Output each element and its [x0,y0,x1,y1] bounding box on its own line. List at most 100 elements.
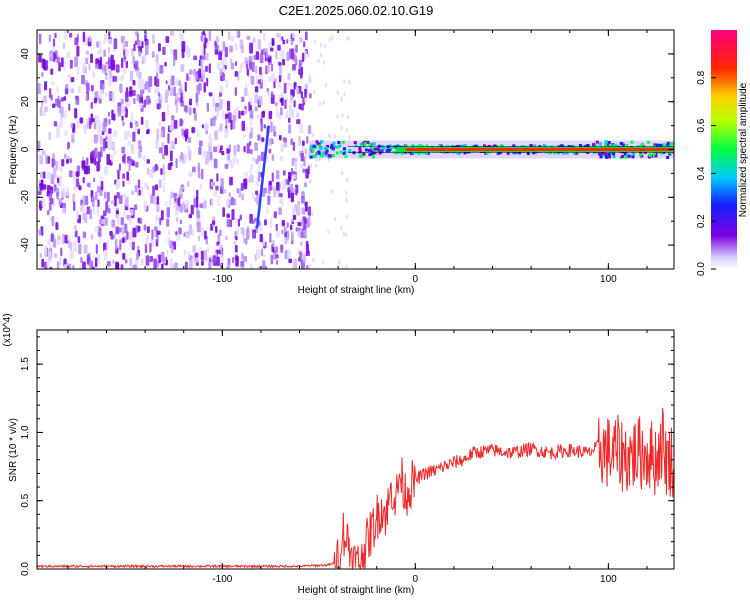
heatmap-noise-cell [101,64,106,74]
heatmap-noise-cell [220,145,223,151]
heatmap-band-cell [665,143,669,147]
heatmap-noise-cell [284,99,287,110]
heatmap-noise-cell [112,75,115,82]
heatmap-noise-cell [162,163,165,175]
heatmap-noise-cell [52,167,57,178]
heatmap-noise-cell [121,237,125,244]
heatmap-noise-cell [148,98,152,104]
heatmap-noise-cell [188,224,193,235]
heatmap-noise-cell [66,51,71,59]
heatmap-noise-cell [243,178,247,187]
heatmap-noise-cell [144,83,147,90]
heatmap-noise-cell [251,266,254,269]
heatmap-noise-cell [146,226,150,233]
heatmap-noise-cell [237,218,240,227]
heatmap-band-cell [463,151,467,155]
heatmap-noise-cell [214,130,219,140]
chart-title: C2E1.2025.060.02.10.G19 [279,3,434,18]
heatmap-noise-cell [43,59,47,71]
heatmap-band-cell [358,150,362,154]
heatmap-band-cell [426,151,430,155]
heatmap-noise-cell [292,63,296,71]
heatmap-noise-cell [149,242,152,253]
heatmap-noise-cell [140,186,144,197]
heatmap-noise-cell [180,268,185,269]
x-tick-label: 0 [413,274,419,285]
heatmap-noise-cell [270,254,274,265]
heatmap-noise-cell [72,265,75,269]
heatmap-band-cell [336,145,340,149]
heatmap-noise-cell [139,145,143,153]
heatmap-noise-cell [236,30,239,37]
heatmap-noise-cell [240,261,245,267]
snr-panel: -100 0 100 0.0 0.5 1.0 1.5 Height of straight… [2,313,675,596]
heatmap-noise-cell [190,205,194,215]
heatmap-noise-cell [124,259,128,264]
heatmap-noise-cell [128,160,131,172]
heatmap-noise-cell [145,235,149,245]
heatmap-noise-cell [61,188,66,199]
heatmap-noise-cell [158,254,161,264]
heatmap-noise-cell [236,187,239,194]
heatmap-band-cell [460,144,464,148]
heatmap-noise-cell [283,82,287,94]
heatmap-noise-cell [346,178,349,183]
heatmap-noise-cell [107,38,112,44]
heatmap-noise-cell [204,38,208,43]
heatmap-noise-cell [343,79,346,84]
heatmap-noise-cell [103,33,108,41]
heatmap-noise-cell [137,79,142,90]
heatmap-noise-cell [50,68,54,75]
heatmap-noise-cell [239,214,242,221]
heatmap-noise-cell [287,73,291,81]
heatmap-noise-cell [134,60,139,71]
heatmap-band-cell [378,151,382,155]
heatmap-band-cell [375,150,379,154]
heatmap-noise-cell [170,77,173,86]
heatmap-noise-cell [204,230,207,240]
heatmap-noise-cell [212,181,215,187]
heatmap-noise-cell [140,89,143,97]
heatmap-noise-cell [301,52,305,62]
heatmap-noise-cell [41,258,45,268]
heatmap-noise-cell [183,249,186,256]
heatmap-noise-cell [215,44,219,50]
heatmap-noise-cell [166,249,169,255]
heatmap-noise-cell [208,30,212,42]
heatmap-band-cell [344,154,348,158]
heatmap-noise-cell [67,238,71,249]
heatmap-noise-cell [129,266,133,269]
heatmap-band-cell [561,145,565,149]
heatmap-noise-cell [290,183,293,195]
heatmap-noise-cell [317,58,320,63]
heatmap-noise-cell [278,33,282,42]
heatmap-noise-cell [235,61,238,66]
heatmap-noise-cell [319,53,322,58]
heatmap-band-cell [317,151,321,155]
heatmap-noise-cell [159,65,164,74]
heatmap-band-cell [529,144,533,148]
heatmap-noise-cell [104,217,108,226]
heatmap-noise-cell [91,266,95,269]
heatmap-noise-cell [145,255,150,266]
heatmap-noise-cell [161,153,165,160]
heatmap-noise-cell [271,185,274,191]
heatmap-noise-cell [154,98,159,104]
heatmap-noise-cell [235,236,238,241]
heatmap-noise-cell [198,83,202,91]
heatmap-noise-cell [63,61,66,71]
heatmap-band-cell [607,140,611,144]
heatmap-noise-cell [108,31,111,37]
heatmap-noise-cell [97,132,101,142]
heatmap-band-cell [506,151,510,155]
heatmap-noise-cell [164,62,167,67]
heatmap-noise-cell [296,206,301,216]
heatmap-noise-cell [65,158,69,164]
heatmap-noise-cell [234,217,239,223]
heatmap-noise-cell [297,221,302,227]
colorbar-tick-label: 0.2 [696,214,707,228]
heatmap-noise-cell [151,229,154,240]
heatmap-noise-cell [243,255,248,262]
heatmap-noise-cell [52,38,56,47]
heatmap-noise-cell [112,59,116,71]
